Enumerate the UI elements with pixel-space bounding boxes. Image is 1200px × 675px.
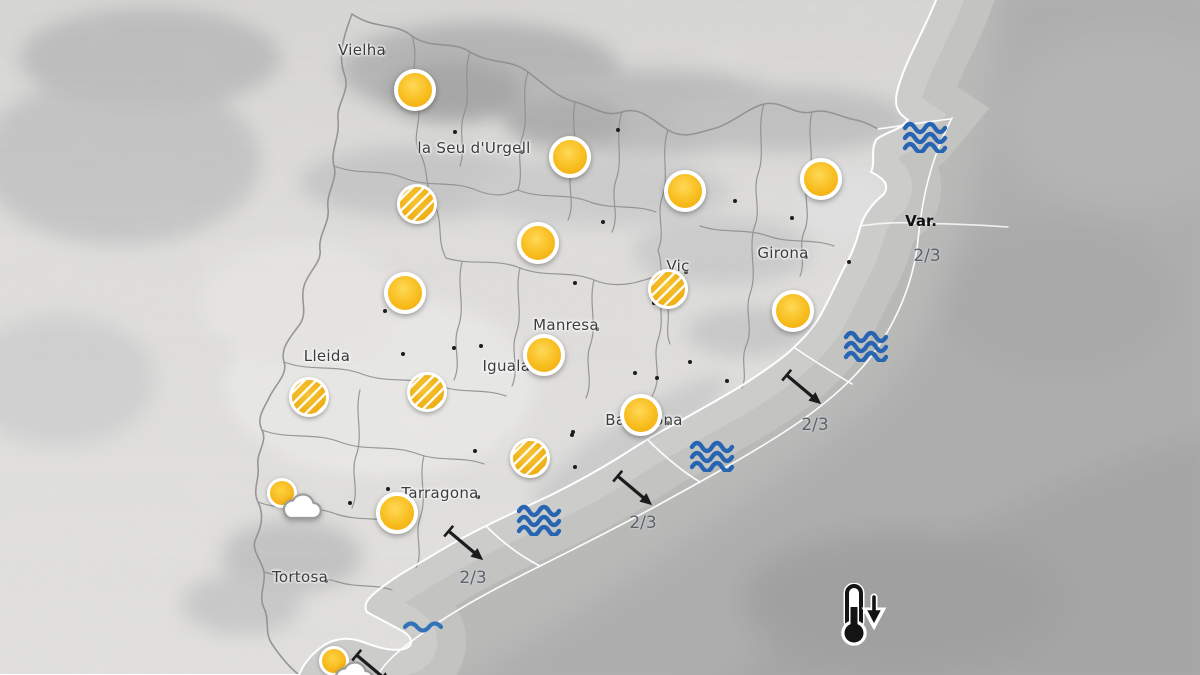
wind-arrow-icon	[601, 457, 665, 525]
sun-icon	[384, 272, 426, 314]
town-dot	[473, 449, 477, 453]
wind-force-label: 2/3	[913, 246, 941, 266]
town-dot	[479, 344, 483, 348]
town-dot	[386, 487, 390, 491]
sun-behind-cloud-icon	[267, 478, 323, 522]
sun-icon	[517, 222, 559, 264]
town-dot	[383, 309, 387, 313]
wind-arrow-icon	[340, 636, 404, 675]
town-dot	[453, 130, 457, 134]
town-dot	[666, 421, 670, 425]
city-label-manresa: Manresa	[533, 316, 599, 334]
town-dot	[633, 371, 637, 375]
calm-sea-wave-icon	[402, 618, 445, 638]
city-label-girona: Girona	[757, 244, 809, 262]
hazy-sun-icon	[397, 184, 437, 224]
hazy-sun-icon	[510, 438, 550, 478]
town-dot	[348, 501, 352, 505]
sun-icon	[772, 290, 814, 332]
town-dot	[804, 255, 808, 259]
town-dot	[324, 579, 328, 583]
hazy-sun-icon	[648, 269, 688, 309]
town-dot	[452, 346, 456, 350]
sun-icon	[376, 492, 418, 534]
city-label-tortosa: Tortosa	[271, 568, 329, 586]
town-dot	[655, 376, 659, 380]
sun-behind-cloud-icon	[319, 646, 375, 675]
wind-force-label: 2/3	[629, 513, 657, 533]
town-dot	[733, 199, 737, 203]
town-dot	[345, 357, 349, 361]
rough-sea-waves-icon	[516, 500, 562, 540]
city-label-lleida: Lleida	[303, 347, 351, 365]
wind-arrow-icon	[432, 512, 496, 580]
wind-force-label: 2/3	[801, 415, 829, 435]
sun-icon	[523, 334, 565, 376]
town-dot	[684, 270, 688, 274]
sun-icon	[620, 394, 662, 436]
town-dot	[570, 433, 574, 437]
city-label-tarragona: Tarragona	[401, 484, 479, 502]
wind-force-label: 2/3	[459, 568, 487, 588]
town-dot	[520, 150, 524, 154]
wind-arrow-icon	[770, 356, 834, 424]
rough-sea-waves-icon	[843, 326, 889, 366]
town-dot	[571, 430, 575, 434]
city-label-vielha: Vielha	[338, 41, 386, 59]
sun-icon	[394, 69, 436, 111]
hazy-sun-icon	[407, 372, 447, 412]
town-dot	[847, 260, 851, 264]
sun-icon	[664, 170, 706, 212]
town-dot	[401, 352, 405, 356]
wind-variable-label: Var.	[905, 212, 937, 230]
town-dot	[595, 327, 599, 331]
town-dot	[601, 220, 605, 224]
town-dot	[573, 281, 577, 285]
town-dot	[382, 50, 386, 54]
town-dot	[573, 465, 577, 469]
town-dot	[790, 216, 794, 220]
rough-sea-waves-icon	[689, 436, 735, 476]
hazy-sun-icon	[289, 377, 329, 417]
town-dot	[688, 360, 692, 364]
thermometer-down-icon	[836, 582, 888, 653]
sun-icon	[800, 158, 842, 200]
sun-icon	[549, 136, 591, 178]
rough-sea-waves-icon	[902, 117, 948, 157]
town-dot	[616, 128, 620, 132]
town-dot	[725, 379, 729, 383]
city-label-la-seu-d-urgell: la Seu d'Urgell	[417, 139, 531, 157]
town-dot	[476, 495, 480, 499]
